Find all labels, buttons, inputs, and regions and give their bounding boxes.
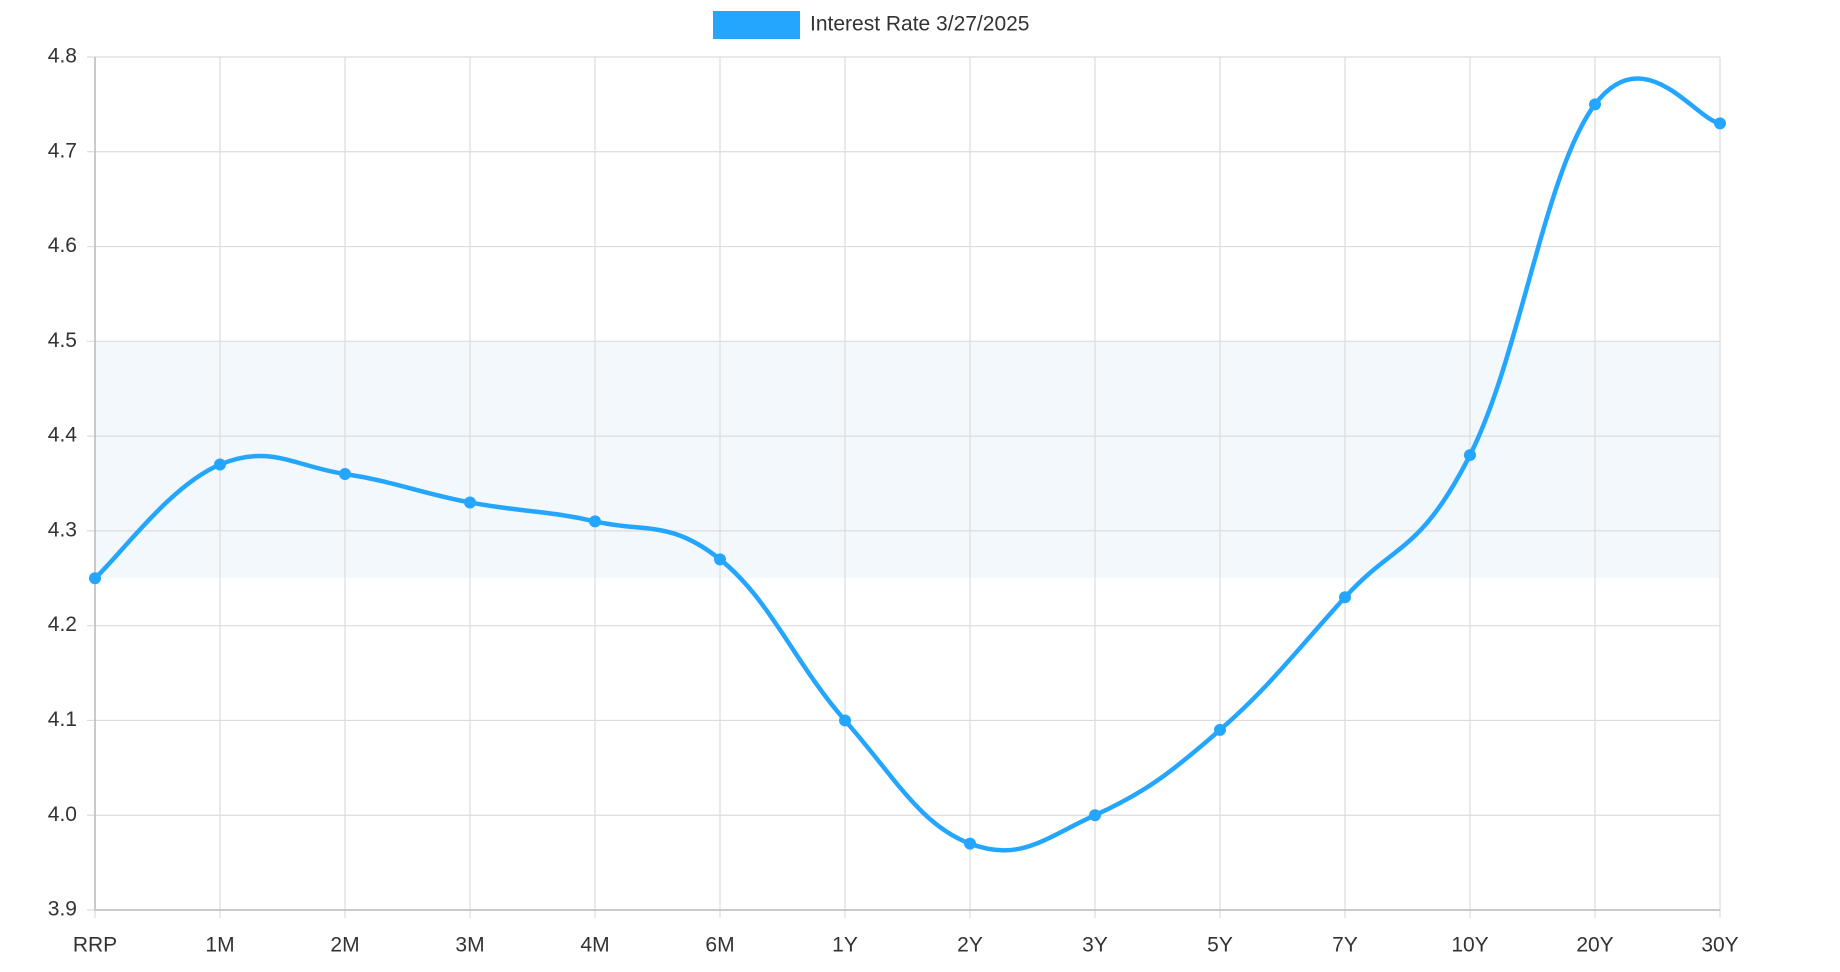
x-tick-label: 7Y (1332, 934, 1358, 957)
point (589, 515, 601, 528)
x-tick-label: 3Y (1082, 934, 1108, 957)
x-tick-label: 30Y (1701, 934, 1738, 957)
x-tick-label: 10Y (1451, 934, 1488, 957)
y-tick-label: 4.7 (48, 139, 77, 162)
y-tick-label: 4.5 (48, 329, 77, 352)
y-tick-label: 4.2 (48, 613, 77, 636)
x-tick-label: 4M (580, 934, 609, 957)
x-tick-label: 20Y (1576, 934, 1613, 957)
legend-label: Interest Rate 3/27/2025 (810, 13, 1030, 36)
x-tick-label: RRP (73, 934, 117, 957)
y-tick-label: 4.8 (48, 45, 77, 68)
point (964, 837, 976, 850)
point (214, 458, 226, 471)
y-tick-label: 4.4 (48, 424, 78, 447)
point (1589, 98, 1601, 111)
x-tick-label: 2Y (957, 934, 983, 957)
x-tick-label: 1Y (832, 934, 858, 957)
point (339, 468, 351, 481)
line (93, 76, 1721, 853)
point (1464, 449, 1476, 462)
point (1714, 117, 1726, 130)
point (1339, 591, 1351, 604)
y-tick-label: 3.9 (48, 898, 77, 921)
y-tick-label: 4.3 (48, 518, 77, 541)
x-tick-label: 3M (455, 934, 484, 957)
x-tick-label: 1M (205, 934, 234, 957)
shaded-range (95, 341, 1720, 579)
legend-swatch (713, 11, 800, 39)
x-tick-label: 2M (330, 934, 359, 957)
point (1214, 723, 1226, 736)
point (839, 714, 851, 727)
x-tick-label: 5Y (1207, 934, 1233, 957)
point (89, 572, 101, 585)
point (714, 553, 726, 566)
x-tick-label: 6M (705, 934, 734, 957)
y-tick-label: 4.6 (48, 234, 77, 257)
point (1089, 809, 1101, 822)
y-tick-label: 4.1 (48, 708, 77, 731)
y-tick-label: 4.0 (48, 803, 77, 826)
point (464, 496, 476, 509)
